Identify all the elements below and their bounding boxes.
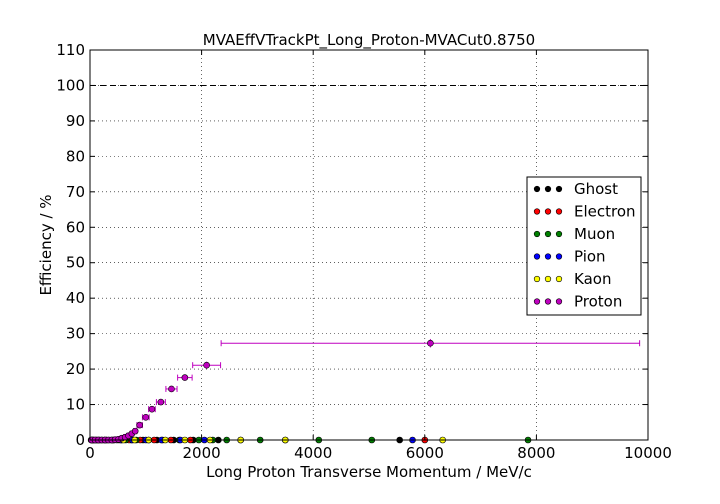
- legend-marker: [544, 253, 552, 260]
- legend-marker: [555, 185, 563, 193]
- y-tick-label: 90: [66, 112, 85, 130]
- y-tick-label: 80: [66, 147, 85, 165]
- legend-marker: [555, 208, 563, 215]
- legend-label: Pion: [574, 248, 606, 266]
- legend-marker: [533, 253, 541, 260]
- legend-marker: [555, 298, 563, 305]
- x-tick-label: 0: [85, 444, 95, 462]
- x-tick-label: 6000: [406, 444, 444, 462]
- legend-marker: [544, 298, 552, 305]
- y-tick-label: 20: [66, 360, 85, 378]
- legend-label: Electron: [574, 203, 636, 221]
- legend-marker: [533, 275, 541, 283]
- legend-marker: [555, 230, 563, 238]
- y-tick-label: 70: [66, 183, 85, 201]
- legend-marker: [533, 230, 541, 238]
- y-tick-label: 50: [66, 254, 85, 272]
- x-tick-label: 8000: [517, 444, 555, 462]
- y-tick-label: 0: [75, 431, 85, 449]
- legend-marker: [544, 185, 552, 193]
- x-tick-label: 10000: [624, 444, 672, 462]
- legend-marker: [544, 275, 552, 283]
- data-point: [131, 427, 139, 435]
- y-tick-label: 100: [56, 76, 85, 94]
- x-axis-title: Long Proton Transverse Momentum / MeV/c: [206, 463, 532, 481]
- legend-marker: [555, 275, 563, 283]
- y-axis-title: Efficiency / %: [37, 194, 55, 295]
- data-point: [136, 421, 143, 429]
- legend-marker: [544, 208, 552, 215]
- y-tick-label: 60: [66, 218, 85, 236]
- legend: Ghost Electron Muon Pion Kaon Proton: [526, 176, 642, 316]
- data-point: [203, 361, 210, 369]
- plot-frame: [89, 49, 649, 441]
- y-tick-label: 110: [56, 41, 85, 59]
- legend-marker: [555, 253, 563, 260]
- y-tick-label: 40: [66, 289, 85, 307]
- x-tick-label: 4000: [294, 444, 332, 462]
- data-point: [181, 374, 189, 381]
- data-point: [148, 405, 156, 413]
- legend-label: Muon: [574, 225, 615, 243]
- legend-marker: [544, 230, 552, 238]
- legend-marker: [533, 208, 541, 215]
- legend-marker: [533, 185, 541, 193]
- y-tick-label: 30: [66, 325, 85, 343]
- data-point: [142, 414, 150, 421]
- legend-box: [526, 176, 642, 316]
- data-point: [157, 398, 165, 406]
- legend-label: Kaon: [574, 270, 611, 288]
- axis-ticks: 0 2000 4000 6000 8000 10000 0 10 20 30 40 50 60 70 80 9…: [56, 41, 672, 462]
- legend-marker: [533, 298, 541, 305]
- legend-label: Ghost: [574, 180, 618, 198]
- data-point: [427, 339, 434, 347]
- data-point: [168, 385, 175, 393]
- legend-label: Proton: [574, 293, 622, 311]
- x-tick-label: 2000: [183, 444, 221, 462]
- y-tick-label: 10: [66, 396, 85, 414]
- chart-title: MVAEffVTrackPt_Long_Proton-MVACut0.8750: [203, 31, 535, 50]
